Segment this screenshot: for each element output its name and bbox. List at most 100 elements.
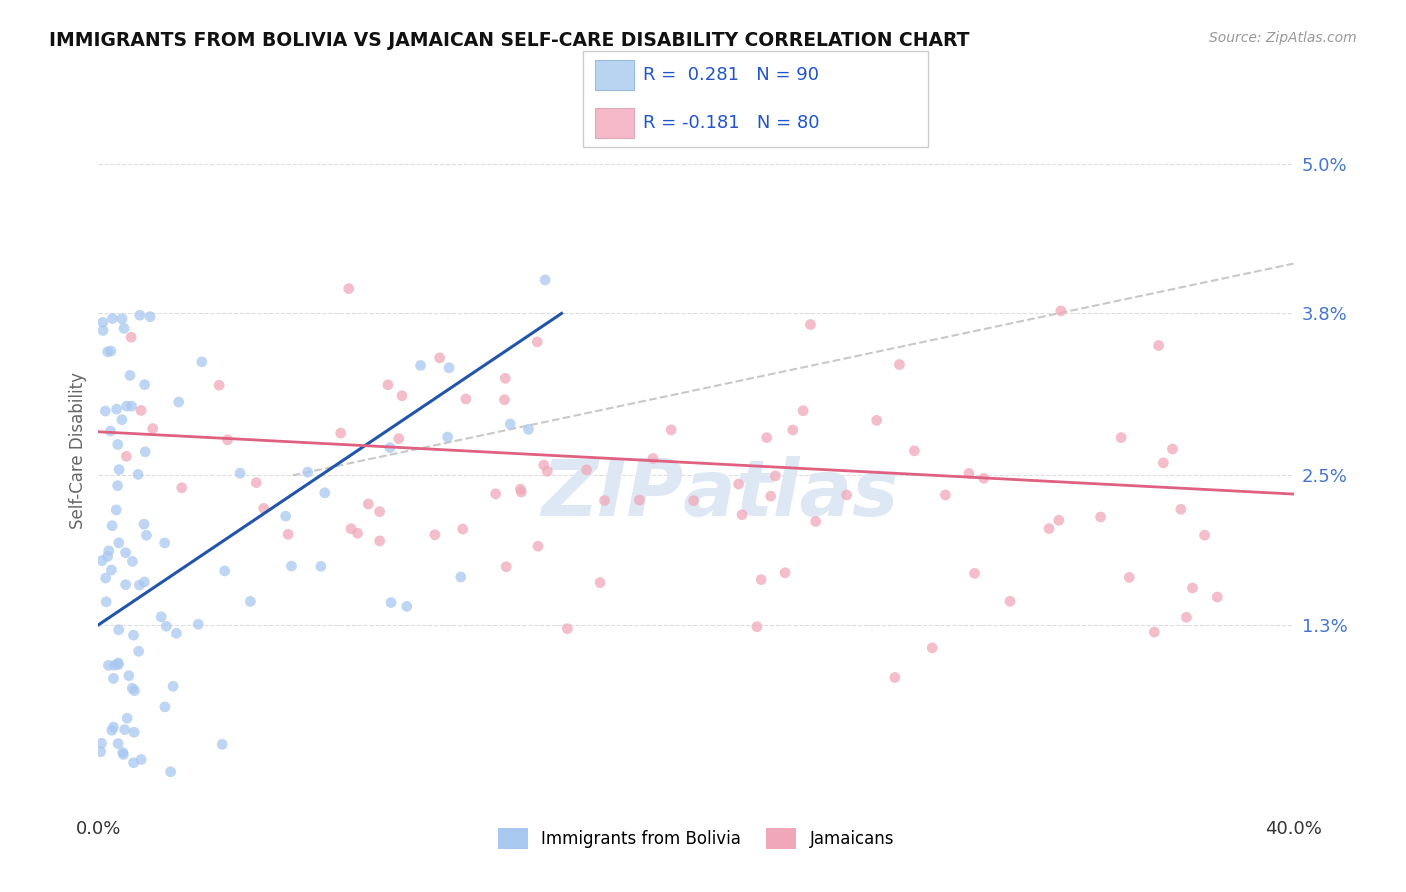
Point (245, 475, 267, 490)
Point (280, 559, 302, 574)
Point (211, 737, 233, 751)
Point (1047, 513, 1070, 527)
Point (368, 533, 391, 548)
Point (340, 522, 363, 536)
Point (1152, 456, 1174, 470)
Point (998, 594, 1021, 608)
Point (91, 315, 114, 329)
Point (510, 485, 533, 500)
Point (115, 450, 138, 464)
Point (526, 334, 548, 349)
Text: R = -0.181   N = 80: R = -0.181 N = 80 (643, 114, 820, 132)
Point (121, 554, 143, 568)
Point (129, 752, 152, 766)
Point (90, 745, 112, 759)
Point (97, 549, 120, 564)
Point (170, 481, 193, 495)
Point (391, 389, 413, 403)
Point (155, 619, 177, 633)
Point (1143, 625, 1166, 640)
Point (167, 395, 190, 409)
Point (124, 683, 146, 698)
Point (274, 509, 297, 524)
Point (527, 539, 550, 553)
Point (536, 464, 558, 478)
Point (114, 723, 136, 737)
Point (101, 311, 124, 326)
Point (517, 422, 540, 436)
Point (297, 465, 319, 479)
Point (118, 669, 141, 683)
Point (90, 736, 112, 750)
Point (749, 573, 772, 587)
Point (835, 488, 858, 502)
Point (128, 308, 150, 322)
Point (436, 430, 458, 444)
Point (957, 467, 980, 481)
Point (128, 644, 150, 658)
Point (773, 566, 796, 580)
Point (115, 399, 138, 413)
Point (111, 746, 134, 760)
Point (388, 432, 411, 446)
Point (509, 482, 531, 496)
Point (127, 467, 149, 482)
Point (799, 318, 821, 332)
Point (745, 620, 768, 634)
Point (759, 489, 782, 503)
Point (921, 640, 943, 655)
Y-axis label: Self-Care Disability: Self-Care Disability (69, 372, 87, 529)
Point (103, 720, 125, 734)
Point (346, 526, 368, 541)
Point (128, 578, 150, 592)
Point (533, 458, 555, 472)
Point (804, 515, 827, 529)
Point (122, 756, 145, 770)
Point (792, 403, 814, 417)
Point (329, 426, 352, 441)
Point (451, 522, 474, 536)
Point (593, 493, 616, 508)
Point (889, 358, 911, 372)
Text: Source: ZipAtlas.com: Source: ZipAtlas.com (1209, 31, 1357, 45)
Point (132, 517, 155, 532)
Point (589, 575, 612, 590)
Point (1109, 431, 1132, 445)
Point (118, 368, 141, 383)
Point (368, 505, 391, 519)
Point (187, 617, 209, 632)
Point (682, 493, 704, 508)
Point (429, 351, 451, 365)
Point (121, 399, 143, 413)
Point (973, 471, 995, 485)
Point (103, 658, 125, 673)
Point (162, 679, 184, 693)
Point (150, 609, 173, 624)
Point (120, 330, 142, 344)
Point (191, 355, 214, 369)
Point (165, 626, 187, 640)
Point (91, 323, 114, 337)
Point (450, 570, 472, 584)
Point (103, 671, 125, 685)
Point (214, 564, 236, 578)
Point (134, 377, 156, 392)
Point (159, 764, 181, 779)
Point (555, 622, 578, 636)
Point (1147, 338, 1170, 352)
Point (114, 577, 136, 591)
Point (142, 421, 165, 435)
Point (105, 402, 128, 417)
Point (1038, 522, 1060, 536)
Point (153, 699, 176, 714)
Point (395, 599, 418, 614)
Point (135, 528, 157, 542)
Point (883, 671, 905, 685)
Point (107, 437, 129, 451)
Point (121, 681, 143, 696)
Point (107, 656, 129, 670)
Point (229, 466, 252, 480)
Point (115, 711, 138, 725)
Point (107, 657, 129, 672)
Point (357, 497, 380, 511)
